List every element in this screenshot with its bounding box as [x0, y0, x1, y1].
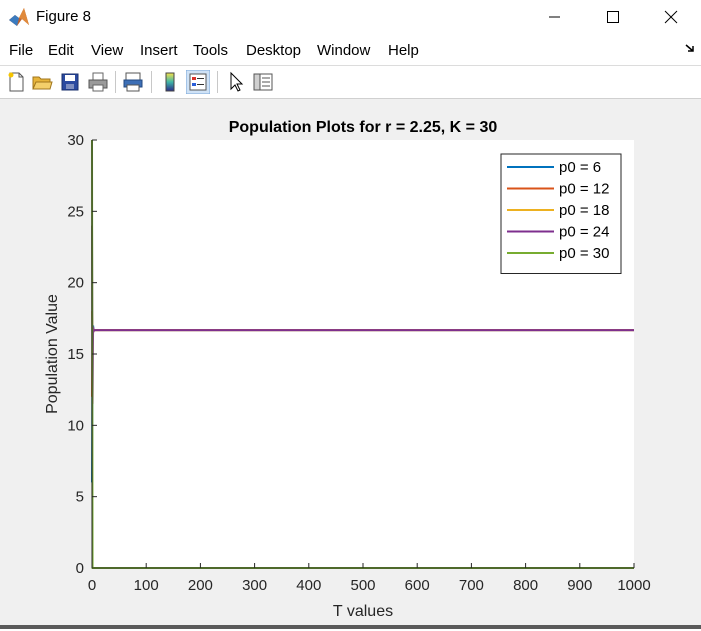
figure-area: 0 100 200 300 400 500 600 700 800 900 1000 0 5 10 15 2… [0, 98, 701, 626]
toolbar-separator [115, 71, 116, 93]
y-tick-label: 25 [67, 203, 84, 220]
save-icon[interactable] [58, 70, 82, 94]
x-tick-label: 200 [188, 577, 213, 594]
menu-file[interactable]: File [9, 42, 34, 59]
y-tick-label: 30 [67, 132, 84, 149]
legend-entry: p0 = 18 [559, 202, 609, 219]
legend-entry: p0 = 6 [559, 159, 601, 176]
open-file-icon[interactable] [30, 70, 54, 94]
menu-view[interactable]: View [91, 42, 124, 59]
pointer-icon[interactable] [224, 70, 248, 94]
minimize-button[interactable] [532, 0, 578, 34]
maximize-button[interactable] [590, 0, 636, 34]
close-icon [664, 10, 678, 24]
x-tick-label: 800 [513, 577, 538, 594]
legend-icon[interactable] [186, 70, 210, 94]
menu-help[interactable]: Help [388, 42, 419, 59]
y-tick-label: 5 [76, 489, 84, 506]
y-tick-label: 0 [76, 560, 84, 577]
toolbar-separator [151, 71, 152, 93]
minimize-icon [549, 16, 560, 18]
matlab-logo-icon [8, 6, 30, 28]
legend[interactable]: p0 = 6 p0 = 12 p0 = 18 p0 = 24 p0 = 30 [500, 153, 622, 274]
y-tick-label: 20 [67, 275, 84, 292]
title-bar: Figure 8 [0, 0, 701, 34]
x-tick-label: 400 [296, 577, 321, 594]
menu-tools[interactable]: Tools [193, 42, 229, 59]
toolbar-separator [217, 71, 218, 93]
dock-arrow-icon[interactable] [684, 42, 696, 54]
x-tick-label: 0 [88, 577, 96, 594]
y-tick-label: 10 [67, 417, 84, 434]
x-axis-label: T values [333, 603, 393, 620]
population-chart[interactable]: 0 100 200 300 400 500 600 700 800 900 1000 0 5 10 15 2… [0, 99, 701, 626]
property-editor-icon[interactable] [251, 70, 275, 94]
x-tick-label: 500 [350, 577, 375, 594]
window-bottom-border [0, 625, 701, 629]
x-tick-label: 900 [567, 577, 592, 594]
menu-bar: File Edit View Insert Tools Desktop Wind… [0, 38, 701, 64]
maximize-icon [607, 11, 619, 23]
window-title: Figure 8 [36, 8, 92, 25]
print-preview-icon[interactable] [121, 70, 145, 94]
legend-entry: p0 = 24 [559, 224, 609, 241]
x-tick-label: 700 [459, 577, 484, 594]
x-tick-label: 300 [242, 577, 267, 594]
new-figure-icon[interactable] [4, 70, 28, 94]
toolbar [0, 65, 701, 98]
menu-edit[interactable]: Edit [48, 42, 74, 59]
legend-entry: p0 = 12 [559, 181, 609, 198]
print-icon[interactable] [86, 70, 110, 94]
x-tick-label: 1000 [617, 577, 650, 594]
x-tick-label: 100 [134, 577, 159, 594]
menu-desktop[interactable]: Desktop [246, 42, 302, 59]
colorbar-icon[interactable] [158, 70, 182, 94]
x-tick-label: 600 [405, 577, 430, 594]
y-tick-label: 15 [67, 346, 84, 363]
close-button[interactable] [648, 0, 694, 34]
y-axis-label: Population Value [44, 294, 61, 414]
chart-title: Population Plots for r = 2.25, K = 30 [229, 119, 498, 136]
menu-window[interactable]: Window [317, 42, 371, 59]
menu-insert[interactable]: Insert [140, 42, 178, 59]
legend-entry: p0 = 30 [559, 245, 609, 262]
